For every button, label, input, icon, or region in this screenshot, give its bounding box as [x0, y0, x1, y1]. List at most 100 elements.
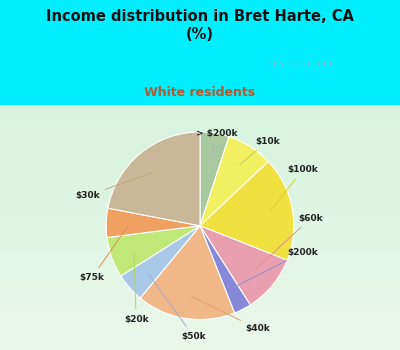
Bar [0, 294, 400, 296]
Text: $10k: $10k [240, 137, 280, 164]
Wedge shape [200, 162, 294, 260]
Bar [0, 203, 400, 205]
Bar [0, 276, 400, 279]
Bar [0, 254, 400, 257]
Bar [0, 183, 400, 186]
Bar [0, 220, 400, 223]
Bar [0, 156, 400, 159]
Bar [0, 274, 400, 276]
Bar [0, 201, 400, 203]
Bar [0, 291, 400, 294]
Bar [0, 237, 400, 240]
Bar [0, 301, 400, 303]
Bar [0, 105, 400, 107]
Bar [0, 230, 400, 232]
Bar [0, 247, 400, 250]
Text: White residents: White residents [144, 86, 256, 99]
Bar [0, 188, 400, 191]
Wedge shape [121, 226, 200, 298]
Bar [0, 328, 400, 330]
Bar [0, 130, 400, 132]
Bar [0, 313, 400, 316]
Bar [0, 343, 400, 345]
Bar [0, 142, 400, 144]
Bar [0, 139, 400, 142]
Bar [0, 262, 400, 264]
Bar [0, 303, 400, 306]
Bar [0, 326, 400, 328]
Bar [0, 186, 400, 188]
Bar [0, 218, 400, 220]
Bar [0, 245, 400, 247]
Bar [0, 154, 400, 156]
Bar [0, 267, 400, 269]
Bar [0, 147, 400, 149]
Bar [0, 335, 400, 338]
Bar [0, 120, 400, 122]
Bar [0, 232, 400, 235]
Bar [0, 110, 400, 112]
Bar [0, 345, 400, 348]
Bar [0, 311, 400, 313]
Bar [0, 193, 400, 196]
Text: $40k: $40k [192, 296, 270, 334]
Bar [0, 284, 400, 286]
Bar [0, 171, 400, 174]
Bar [0, 348, 400, 350]
Wedge shape [140, 226, 234, 320]
Bar [0, 308, 400, 311]
Bar [0, 117, 400, 120]
Bar [0, 286, 400, 289]
Text: City-Data.com: City-Data.com [268, 58, 332, 68]
Bar [0, 323, 400, 326]
Bar [0, 259, 400, 262]
Bar [0, 279, 400, 281]
Bar [0, 205, 400, 208]
Bar [0, 144, 400, 147]
Bar [0, 333, 400, 335]
Wedge shape [200, 226, 250, 313]
Bar [0, 338, 400, 340]
Bar [0, 196, 400, 198]
Bar [0, 340, 400, 343]
Text: $200k: $200k [234, 247, 318, 287]
Text: > $200k: > $200k [196, 130, 238, 154]
Text: $75k: $75k [80, 226, 128, 282]
Bar [0, 321, 400, 323]
Bar [0, 240, 400, 242]
Text: $50k: $50k [149, 274, 206, 341]
Bar [0, 152, 400, 154]
Bar [0, 127, 400, 130]
Bar [0, 250, 400, 252]
Bar [0, 269, 400, 272]
Bar [0, 330, 400, 333]
Bar [0, 272, 400, 274]
Text: $100k: $100k [271, 165, 318, 210]
Wedge shape [106, 208, 200, 238]
Bar [0, 208, 400, 210]
Bar [0, 174, 400, 176]
Bar [0, 289, 400, 291]
Bar [0, 137, 400, 139]
Bar [0, 164, 400, 166]
Bar [0, 149, 400, 152]
Bar [0, 235, 400, 237]
Wedge shape [108, 132, 200, 226]
Bar [0, 122, 400, 125]
Bar [0, 210, 400, 213]
Bar [0, 132, 400, 134]
Text: $60k: $60k [256, 214, 323, 269]
Bar [0, 228, 400, 230]
Bar [0, 242, 400, 245]
Bar [0, 223, 400, 225]
Bar [0, 198, 400, 201]
Bar [0, 176, 400, 178]
Wedge shape [200, 136, 268, 226]
Bar [0, 296, 400, 299]
Bar [0, 134, 400, 137]
Text: Income distribution in Bret Harte, CA
(%): Income distribution in Bret Harte, CA (%… [46, 9, 354, 42]
Bar [0, 181, 400, 183]
Bar [0, 264, 400, 267]
Bar [0, 306, 400, 308]
Bar [0, 191, 400, 193]
